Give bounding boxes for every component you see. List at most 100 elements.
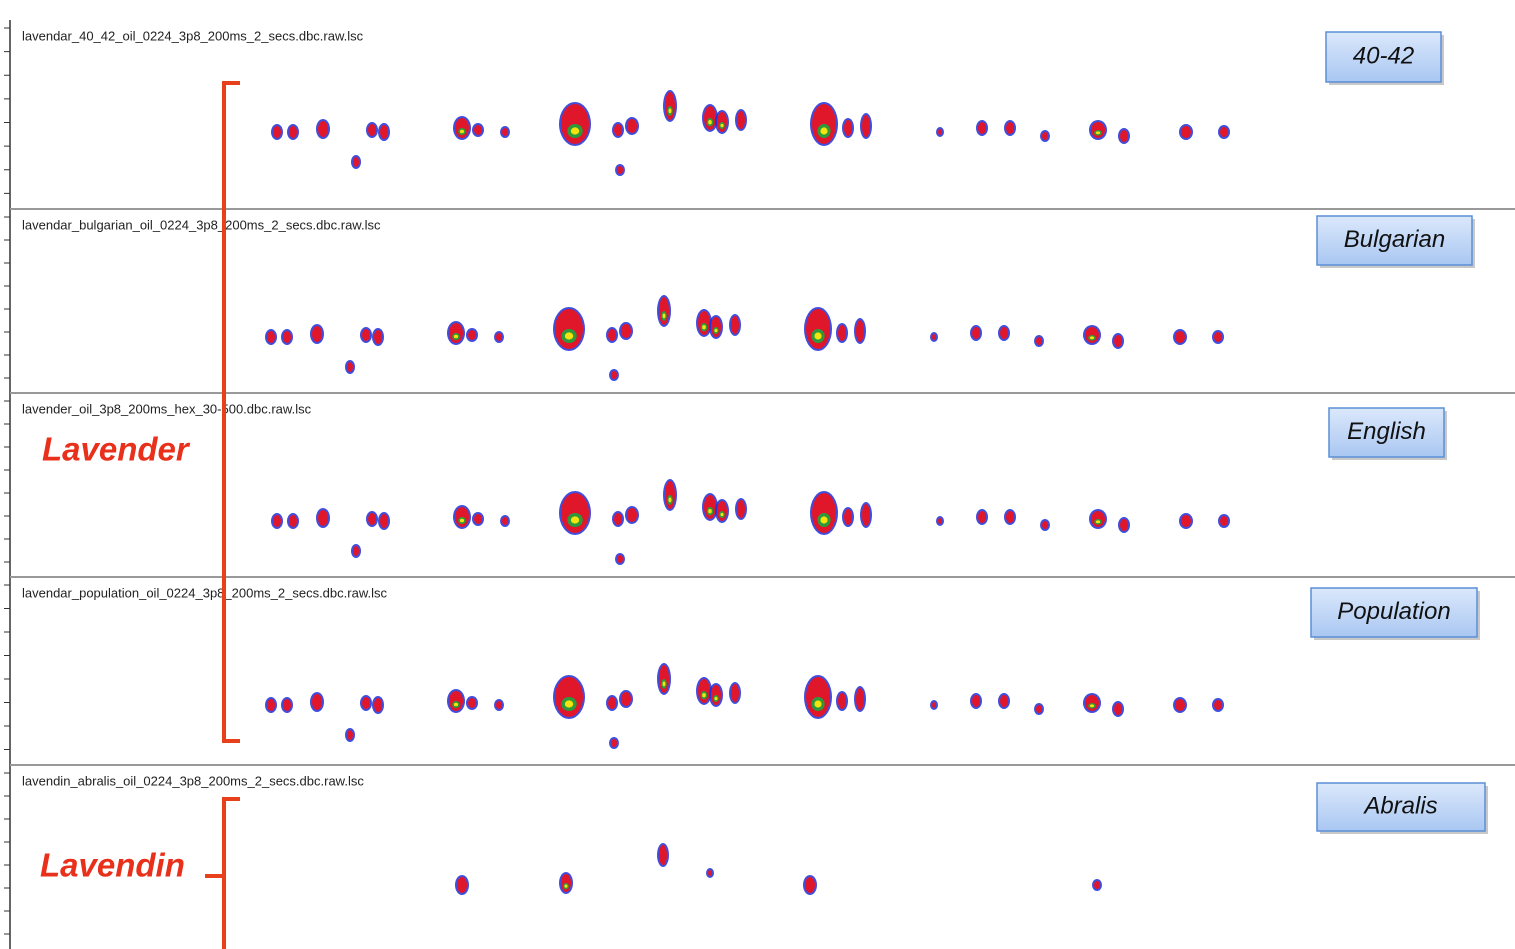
screenshot: lavendar_40_42_oil_0224_3p8_200ms_2_secs… bbox=[0, 0, 1515, 949]
peak-spot bbox=[856, 320, 864, 342]
peak-core bbox=[571, 516, 579, 523]
peak-spot bbox=[627, 508, 637, 522]
file-label: lavendar_40_42_oil_0224_3p8_200ms_2_secs… bbox=[22, 28, 364, 43]
peak-spot bbox=[621, 324, 631, 338]
peak-core bbox=[565, 700, 573, 707]
peak-core bbox=[721, 513, 724, 517]
peak-core bbox=[1096, 131, 1100, 134]
peak-core bbox=[565, 885, 568, 888]
tag-label: Abralis bbox=[1362, 792, 1437, 819]
group-label: Lavender bbox=[42, 431, 191, 468]
peak-core bbox=[715, 697, 718, 701]
peak-spot bbox=[608, 697, 616, 709]
peak-spot bbox=[318, 510, 328, 526]
peak-core bbox=[1090, 336, 1094, 339]
peak-spot bbox=[502, 517, 508, 525]
peak-spot bbox=[611, 739, 617, 747]
peak-spot bbox=[380, 514, 388, 528]
peak-spot bbox=[457, 877, 467, 893]
peak-spot bbox=[611, 371, 617, 379]
peak-spot bbox=[1175, 331, 1185, 343]
peak-core bbox=[814, 700, 821, 707]
peak-spot bbox=[932, 702, 936, 708]
peak-core bbox=[820, 516, 827, 523]
peak-spot bbox=[704, 495, 716, 519]
peak-spot bbox=[362, 329, 370, 341]
peak-spot bbox=[353, 546, 359, 556]
peak-spot bbox=[374, 330, 382, 344]
peak-spot bbox=[838, 693, 846, 709]
file-label: lavendin_abralis_oil_0224_3p8_200ms_2_se… bbox=[22, 773, 364, 788]
peak-spot bbox=[805, 877, 815, 893]
peak-spot bbox=[474, 514, 482, 524]
peak-core bbox=[454, 335, 458, 339]
file-label: lavendar_population_oil_0224_3p8_200ms_2… bbox=[22, 585, 387, 600]
peak-spot bbox=[627, 119, 637, 133]
peak-spot bbox=[972, 695, 980, 707]
peak-spot bbox=[1042, 132, 1048, 140]
peak-spot bbox=[838, 325, 846, 341]
peak-spot bbox=[1220, 516, 1228, 526]
peak-core bbox=[721, 124, 724, 128]
peak-core bbox=[814, 332, 821, 339]
peak-spot bbox=[496, 701, 502, 709]
tag-label: 40-42 bbox=[1353, 42, 1414, 69]
peak-spot bbox=[267, 331, 275, 343]
peak-spot bbox=[608, 329, 616, 341]
peak-core bbox=[708, 509, 712, 513]
peak-core bbox=[663, 313, 666, 318]
peak-spot bbox=[273, 126, 281, 138]
peak-spot bbox=[862, 504, 870, 526]
peak-spot bbox=[283, 699, 291, 711]
peak-spot bbox=[665, 92, 675, 120]
peak-spot bbox=[844, 120, 852, 136]
peak-spot bbox=[347, 730, 353, 740]
peak-spot bbox=[737, 500, 745, 518]
peak-spot bbox=[312, 326, 322, 342]
peak-spot bbox=[289, 515, 297, 527]
peak-core bbox=[702, 325, 706, 329]
peak-spot bbox=[380, 125, 388, 139]
peak-spot bbox=[318, 121, 328, 137]
peak-core bbox=[702, 693, 706, 697]
peak-spot bbox=[617, 166, 623, 174]
peak-spot bbox=[1181, 515, 1191, 527]
peak-spot bbox=[468, 330, 476, 340]
peak-core bbox=[669, 108, 672, 113]
peak-spot bbox=[1000, 695, 1008, 707]
peak-spot bbox=[1036, 705, 1042, 713]
peak-spot bbox=[1042, 521, 1048, 529]
peak-spot bbox=[1214, 700, 1222, 710]
peak-spot bbox=[283, 331, 291, 343]
peak-spot bbox=[932, 334, 936, 340]
peak-spot bbox=[1175, 699, 1185, 711]
peak-core bbox=[565, 332, 573, 339]
peak-spot bbox=[1214, 332, 1222, 342]
peak-spot bbox=[273, 515, 281, 527]
peak-spot bbox=[1114, 703, 1122, 715]
peak-spot bbox=[1000, 327, 1008, 339]
peak-core bbox=[708, 120, 712, 124]
peak-spot bbox=[267, 699, 275, 711]
peak-spot bbox=[1114, 335, 1122, 347]
peak-spot bbox=[617, 555, 623, 563]
peak-core bbox=[1096, 520, 1100, 523]
peak-spot bbox=[659, 845, 667, 865]
peak-core bbox=[663, 681, 666, 686]
peak-spot bbox=[1036, 337, 1042, 345]
peak-spot bbox=[353, 157, 359, 167]
file-label: lavendar_bulgarian_oil_0224_3p8_200ms_2_… bbox=[22, 217, 381, 232]
peak-core bbox=[454, 703, 458, 707]
peak-core bbox=[460, 519, 464, 523]
peak-spot bbox=[347, 362, 353, 372]
tag-label: Population bbox=[1337, 598, 1450, 625]
peak-spot bbox=[731, 316, 739, 334]
peak-spot bbox=[938, 518, 942, 524]
peak-spot bbox=[708, 870, 712, 876]
peak-spot bbox=[698, 679, 710, 703]
peak-spot bbox=[938, 129, 942, 135]
tag-label: Bulgarian bbox=[1344, 226, 1445, 253]
peak-spot bbox=[1120, 519, 1128, 531]
peak-core bbox=[820, 127, 827, 134]
peak-spot bbox=[362, 697, 370, 709]
